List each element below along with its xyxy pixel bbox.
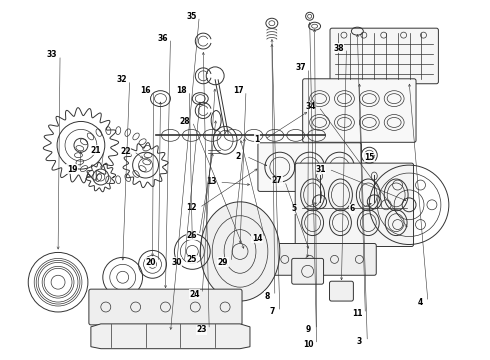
Text: 4: 4	[417, 298, 423, 307]
Text: 35: 35	[186, 12, 196, 21]
Text: 5: 5	[291, 204, 296, 213]
Text: 20: 20	[146, 258, 156, 267]
Text: 19: 19	[67, 165, 77, 174]
Text: 38: 38	[333, 44, 344, 53]
Text: 15: 15	[364, 153, 374, 162]
Text: 17: 17	[233, 86, 244, 95]
Text: 9: 9	[306, 325, 311, 334]
Text: 36: 36	[157, 33, 168, 42]
FancyBboxPatch shape	[89, 289, 242, 325]
FancyBboxPatch shape	[303, 79, 416, 142]
FancyBboxPatch shape	[292, 258, 323, 284]
Text: 31: 31	[316, 165, 326, 174]
Polygon shape	[91, 324, 250, 349]
Text: 26: 26	[186, 231, 196, 240]
FancyBboxPatch shape	[329, 281, 353, 301]
Text: 30: 30	[171, 258, 182, 267]
Text: 3: 3	[357, 337, 362, 346]
Text: 16: 16	[140, 86, 151, 95]
Text: 37: 37	[295, 63, 306, 72]
Text: 14: 14	[252, 234, 262, 243]
Text: 33: 33	[47, 50, 57, 59]
Ellipse shape	[200, 202, 280, 301]
Text: 7: 7	[269, 307, 274, 316]
FancyBboxPatch shape	[258, 143, 361, 192]
Text: 28: 28	[179, 117, 190, 126]
Text: 32: 32	[117, 75, 127, 84]
Text: 34: 34	[305, 102, 316, 111]
Text: 25: 25	[186, 255, 196, 264]
Text: 29: 29	[218, 258, 228, 267]
Text: 13: 13	[206, 177, 217, 186]
Text: 6: 6	[350, 204, 355, 213]
Text: 22: 22	[121, 147, 131, 156]
Text: 1: 1	[254, 135, 260, 144]
Text: 18: 18	[176, 86, 187, 95]
Text: 8: 8	[264, 292, 270, 301]
FancyBboxPatch shape	[243, 243, 376, 275]
Text: 11: 11	[352, 310, 363, 319]
FancyBboxPatch shape	[295, 163, 414, 247]
FancyBboxPatch shape	[330, 28, 439, 84]
Text: 27: 27	[271, 176, 282, 185]
Text: 10: 10	[303, 340, 314, 349]
Text: 2: 2	[235, 152, 241, 161]
Text: 12: 12	[186, 203, 196, 212]
Text: 24: 24	[189, 289, 199, 298]
Text: 21: 21	[91, 146, 101, 155]
Text: 23: 23	[196, 325, 206, 334]
